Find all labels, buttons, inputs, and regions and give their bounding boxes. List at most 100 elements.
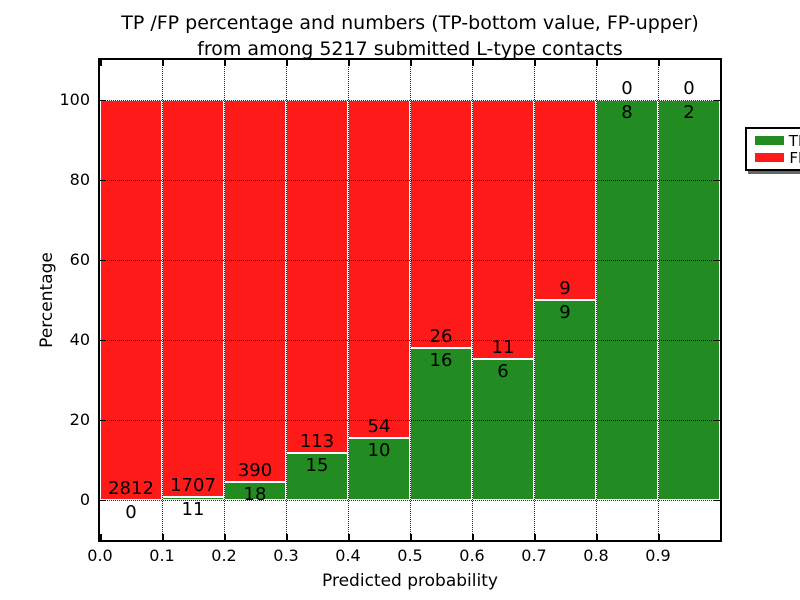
fp-count-label: 2812 bbox=[108, 478, 154, 499]
fp-bar-segment bbox=[410, 100, 472, 348]
v-gridline bbox=[472, 60, 473, 540]
tp-bar-segment bbox=[534, 300, 596, 500]
fp-bar-segment bbox=[534, 100, 596, 300]
h-gridline bbox=[100, 340, 720, 341]
y-tick-mark-left bbox=[100, 179, 106, 181]
x-tick-label: 0.2 bbox=[211, 546, 237, 565]
x-tick-label: 0.8 bbox=[583, 546, 609, 565]
plot-area: 2812 0 1707 11 390 18 113 15 54 10 26 16 11 6 9 9 0 8 0 2 T… bbox=[98, 58, 800, 542]
tick-marks-layer bbox=[100, 60, 720, 540]
v-gridline bbox=[286, 60, 287, 540]
x-tick-mark-bottom bbox=[162, 534, 164, 540]
legend-entry-fp: FP bbox=[755, 150, 800, 166]
x-tick-mark-top bbox=[162, 60, 164, 66]
chart-title: TP /FP percentage and numbers (TP-bottom… bbox=[100, 10, 720, 62]
h-gridline bbox=[100, 180, 720, 181]
fp-color-swatch bbox=[755, 153, 784, 162]
v-gridline bbox=[596, 60, 597, 540]
tp-count-label: 6 bbox=[497, 360, 509, 382]
v-gridline bbox=[348, 60, 349, 540]
v-gridline bbox=[410, 60, 411, 540]
x-tick-mark-bottom bbox=[410, 534, 412, 540]
tp-bar-segment bbox=[410, 347, 472, 500]
x-tick-label: 0.5 bbox=[397, 546, 423, 565]
x-tick-mark-top bbox=[286, 60, 288, 66]
y-tick-mark-right bbox=[714, 339, 720, 341]
y-tick-label: 40 bbox=[69, 330, 90, 349]
tp-count-label: 9 bbox=[559, 302, 571, 323]
bars-layer bbox=[100, 60, 720, 540]
tp-bar-segment bbox=[224, 482, 286, 500]
legend: TP FP bbox=[745, 127, 800, 171]
fp-bar-segment bbox=[162, 100, 224, 498]
x-tick-mark-top bbox=[410, 60, 412, 66]
fp-count-label: 11 bbox=[491, 336, 515, 358]
legend-label-tp: TP bbox=[788, 131, 800, 150]
fp-bar-segment bbox=[286, 100, 348, 454]
tp-color-swatch bbox=[755, 136, 784, 145]
x-tick-mark-bottom bbox=[596, 534, 598, 540]
tp-count-label: 15 bbox=[305, 455, 329, 477]
legend-label-fp: FP bbox=[789, 148, 800, 167]
fp-bar-segment bbox=[348, 100, 410, 438]
y-tick-mark-left bbox=[100, 259, 106, 261]
x-tick-mark-bottom bbox=[348, 534, 350, 540]
x-tick-mark-top bbox=[596, 60, 598, 66]
tp-bar-segment bbox=[286, 453, 348, 500]
fp-count-label: 113 bbox=[299, 431, 335, 453]
x-tick-mark-bottom bbox=[658, 534, 660, 540]
bar-count-labels-layer: 2812 0 1707 11 390 18 113 15 54 10 26 16 11 6 9 9 0 8 0 2 bbox=[100, 60, 720, 540]
x-tick-label: 0.9 bbox=[645, 546, 671, 565]
x-tick-label: 0.1 bbox=[149, 546, 175, 565]
fp-bar-segment bbox=[472, 100, 534, 359]
tp-count-label: 2 bbox=[683, 102, 695, 123]
x-tick-mark-top bbox=[534, 60, 536, 66]
x-tick-label: 0.0 bbox=[87, 546, 113, 565]
x-tick-mark-bottom bbox=[100, 534, 102, 540]
h-gridline bbox=[100, 260, 720, 261]
tp-count-label: 18 bbox=[243, 484, 267, 506]
y-tick-mark-right bbox=[714, 419, 720, 421]
x-tick-mark-top bbox=[658, 60, 660, 66]
fp-count-label: 9 bbox=[559, 278, 571, 299]
fp-count-label: 54 bbox=[367, 415, 391, 437]
x-tick-mark-bottom bbox=[224, 534, 226, 540]
y-tick-mark-right bbox=[714, 259, 720, 261]
fp-count-label: 0 bbox=[621, 78, 633, 99]
tp-bar-segment bbox=[658, 100, 720, 500]
x-tick-label: 0.6 bbox=[459, 546, 485, 565]
x-tick-label: 0.4 bbox=[335, 546, 361, 565]
y-tick-mark-left bbox=[100, 419, 106, 421]
axes-spines bbox=[98, 58, 722, 542]
y-tick-label: 80 bbox=[69, 170, 90, 189]
tp-count-label: 10 bbox=[367, 439, 391, 461]
fp-bar-segment bbox=[224, 100, 286, 483]
tp-bar-segment bbox=[596, 100, 658, 500]
fp-count-label: 390 bbox=[237, 460, 273, 482]
h-gridline bbox=[100, 420, 720, 421]
tp-bar-segment bbox=[348, 437, 410, 500]
x-axis-label: Predicted probability bbox=[322, 571, 498, 591]
tp-count-label: 16 bbox=[429, 349, 453, 371]
fp-count-label: 1707 bbox=[170, 475, 216, 497]
tp-count-label: 0 bbox=[125, 502, 137, 523]
tp-bar-segment bbox=[472, 358, 534, 500]
x-tick-mark-top bbox=[348, 60, 350, 66]
tp-count-label: 8 bbox=[621, 102, 633, 123]
y-axis-label: Percentage bbox=[37, 252, 57, 348]
tp-bar-segment bbox=[162, 497, 224, 500]
y-tick-label: 20 bbox=[69, 410, 90, 429]
gridlines-layer bbox=[100, 60, 720, 540]
v-gridline bbox=[534, 60, 535, 540]
v-gridline bbox=[658, 60, 659, 540]
y-tick-mark-right bbox=[714, 179, 720, 181]
y-tick-mark-right bbox=[714, 499, 720, 501]
x-tick-mark-top bbox=[224, 60, 226, 66]
v-gridline bbox=[162, 60, 163, 540]
x-tick-mark-bottom bbox=[534, 534, 536, 540]
y-tick-mark-left bbox=[100, 99, 106, 101]
fp-count-label: 26 bbox=[429, 325, 453, 347]
y-tick-label: 60 bbox=[69, 250, 90, 269]
y-tick-mark-left bbox=[100, 499, 106, 501]
